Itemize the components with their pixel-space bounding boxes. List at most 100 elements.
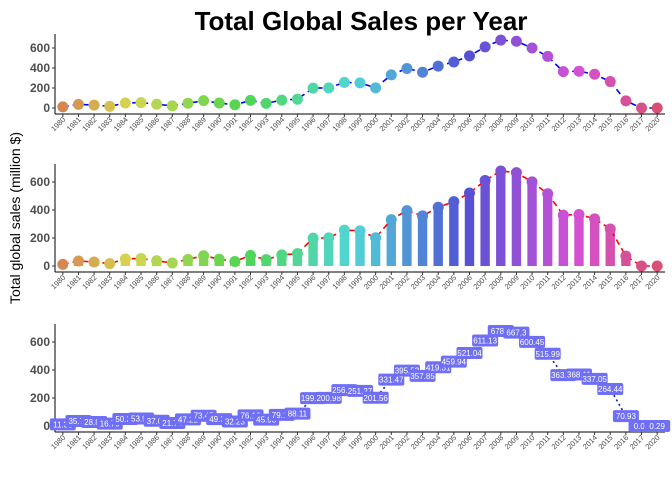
- data-point: [198, 95, 210, 107]
- data-point: [182, 253, 194, 265]
- data-point: [495, 165, 507, 177]
- data-label: 264.44: [598, 385, 623, 394]
- data-label: 0.29: [649, 422, 665, 431]
- data-point: [385, 69, 397, 81]
- x-tick-label: 2003: [409, 115, 427, 133]
- data-point: [526, 42, 538, 54]
- data-label: 16.79: [100, 420, 121, 429]
- x-tick-label: 1990: [205, 115, 223, 133]
- x-tick-label: 1983: [96, 273, 114, 291]
- data-label-box: [362, 391, 389, 404]
- x-tick-label: 2012: [550, 433, 568, 451]
- x-tick-label: 1999: [346, 433, 364, 451]
- data-point: [448, 196, 460, 208]
- data-point: [370, 232, 382, 244]
- x-tick-label: 1986: [143, 115, 161, 133]
- x-tick-label: 1987: [159, 433, 177, 451]
- x-tick-label: 1992: [237, 433, 255, 451]
- x-tick-label: 1996: [299, 273, 317, 291]
- data-point: [401, 205, 413, 217]
- x-tick-label: 2007: [471, 115, 489, 133]
- x-tick-label: 2010: [518, 115, 536, 133]
- data-point: [88, 99, 100, 111]
- x-tick-label: 2011: [534, 433, 552, 451]
- y-tick-label: 400: [30, 363, 50, 377]
- data-point: [245, 249, 257, 261]
- bar: [605, 228, 615, 266]
- chart-panel-3: 0200400600198019811982198319841985198619…: [30, 324, 671, 451]
- x-tick-label: 1985: [127, 273, 145, 291]
- data-label-box: [284, 407, 311, 420]
- x-tick-label: 2010: [518, 273, 536, 291]
- y-tick-label: 600: [30, 335, 50, 349]
- x-tick-label: 2000: [362, 433, 380, 451]
- data-point: [542, 50, 554, 62]
- bar: [574, 214, 584, 266]
- bar: [402, 210, 412, 266]
- data-label: 419.31: [426, 363, 451, 372]
- x-tick-label: 2016: [612, 273, 630, 291]
- bar: [308, 238, 318, 266]
- chart-panel-1: 0200400600198019811982198319841985198619…: [30, 34, 665, 133]
- x-tick-label: 1980: [49, 115, 67, 133]
- data-label: 32.23: [225, 417, 246, 426]
- x-tick-label: 2006: [456, 273, 474, 291]
- x-tick-label: 1996: [299, 433, 317, 451]
- data-point: [589, 213, 601, 225]
- x-tick-label: 2008: [487, 273, 505, 291]
- data-point: [119, 253, 131, 265]
- data-point: [417, 210, 429, 222]
- data-label-box: [534, 347, 561, 360]
- x-tick-label: 1993: [252, 433, 270, 451]
- y-tick-label: 0: [43, 419, 50, 433]
- data-point: [151, 255, 163, 267]
- data-label-box: [519, 335, 546, 348]
- data-point: [510, 35, 522, 47]
- data-point: [338, 224, 350, 236]
- data-point: [307, 232, 319, 244]
- data-label: 459.94: [442, 358, 467, 367]
- x-tick-label: 2013: [565, 433, 583, 451]
- data-point: [291, 93, 303, 105]
- x-tick-label: 2014: [581, 433, 599, 451]
- x-tick-label: 1994: [268, 433, 286, 451]
- data-point: [463, 187, 475, 199]
- data-point: [72, 98, 84, 110]
- x-tick-label: 2009: [503, 273, 521, 291]
- data-point: [338, 76, 350, 88]
- x-tick-label: 1996: [299, 115, 317, 133]
- x-tick-label: 1997: [315, 115, 333, 133]
- data-point: [510, 167, 522, 179]
- x-tick-label: 2017: [628, 273, 646, 291]
- data-point: [307, 82, 319, 94]
- y-axis-label: Total global sales (million $): [7, 132, 23, 304]
- bar: [433, 207, 443, 266]
- bar: [449, 201, 459, 266]
- chart-title: Total Global Sales per Year: [195, 6, 528, 36]
- x-tick-label: 1980: [49, 433, 67, 451]
- x-tick-label: 2015: [597, 433, 615, 451]
- data-label: 199.15: [301, 394, 326, 403]
- chart-panel-2: 0200400600198019811982198319841985198619…: [30, 164, 665, 291]
- data-point: [151, 98, 163, 110]
- data-label-box: [472, 334, 499, 347]
- data-point: [57, 101, 69, 113]
- data-point: [636, 260, 648, 272]
- data-point: [135, 97, 147, 109]
- x-tick-label: 2000: [362, 115, 380, 133]
- x-tick-label: 2012: [550, 115, 568, 133]
- data-label: 395.52: [395, 367, 420, 376]
- data-point: [260, 97, 272, 109]
- y-tick-label: 0: [43, 101, 50, 115]
- x-tick-label: 2002: [393, 433, 411, 451]
- x-tick-label: 2016: [612, 433, 630, 451]
- bar: [339, 230, 350, 266]
- x-tick-label: 2014: [581, 115, 599, 133]
- x-tick-label: 2020: [643, 433, 661, 451]
- data-label: 76.16: [240, 411, 261, 420]
- x-tick-label: 2008: [487, 433, 505, 451]
- x-tick-label: 2009: [503, 433, 521, 451]
- data-label-box: [456, 347, 483, 360]
- x-tick-label: 1988: [174, 433, 192, 451]
